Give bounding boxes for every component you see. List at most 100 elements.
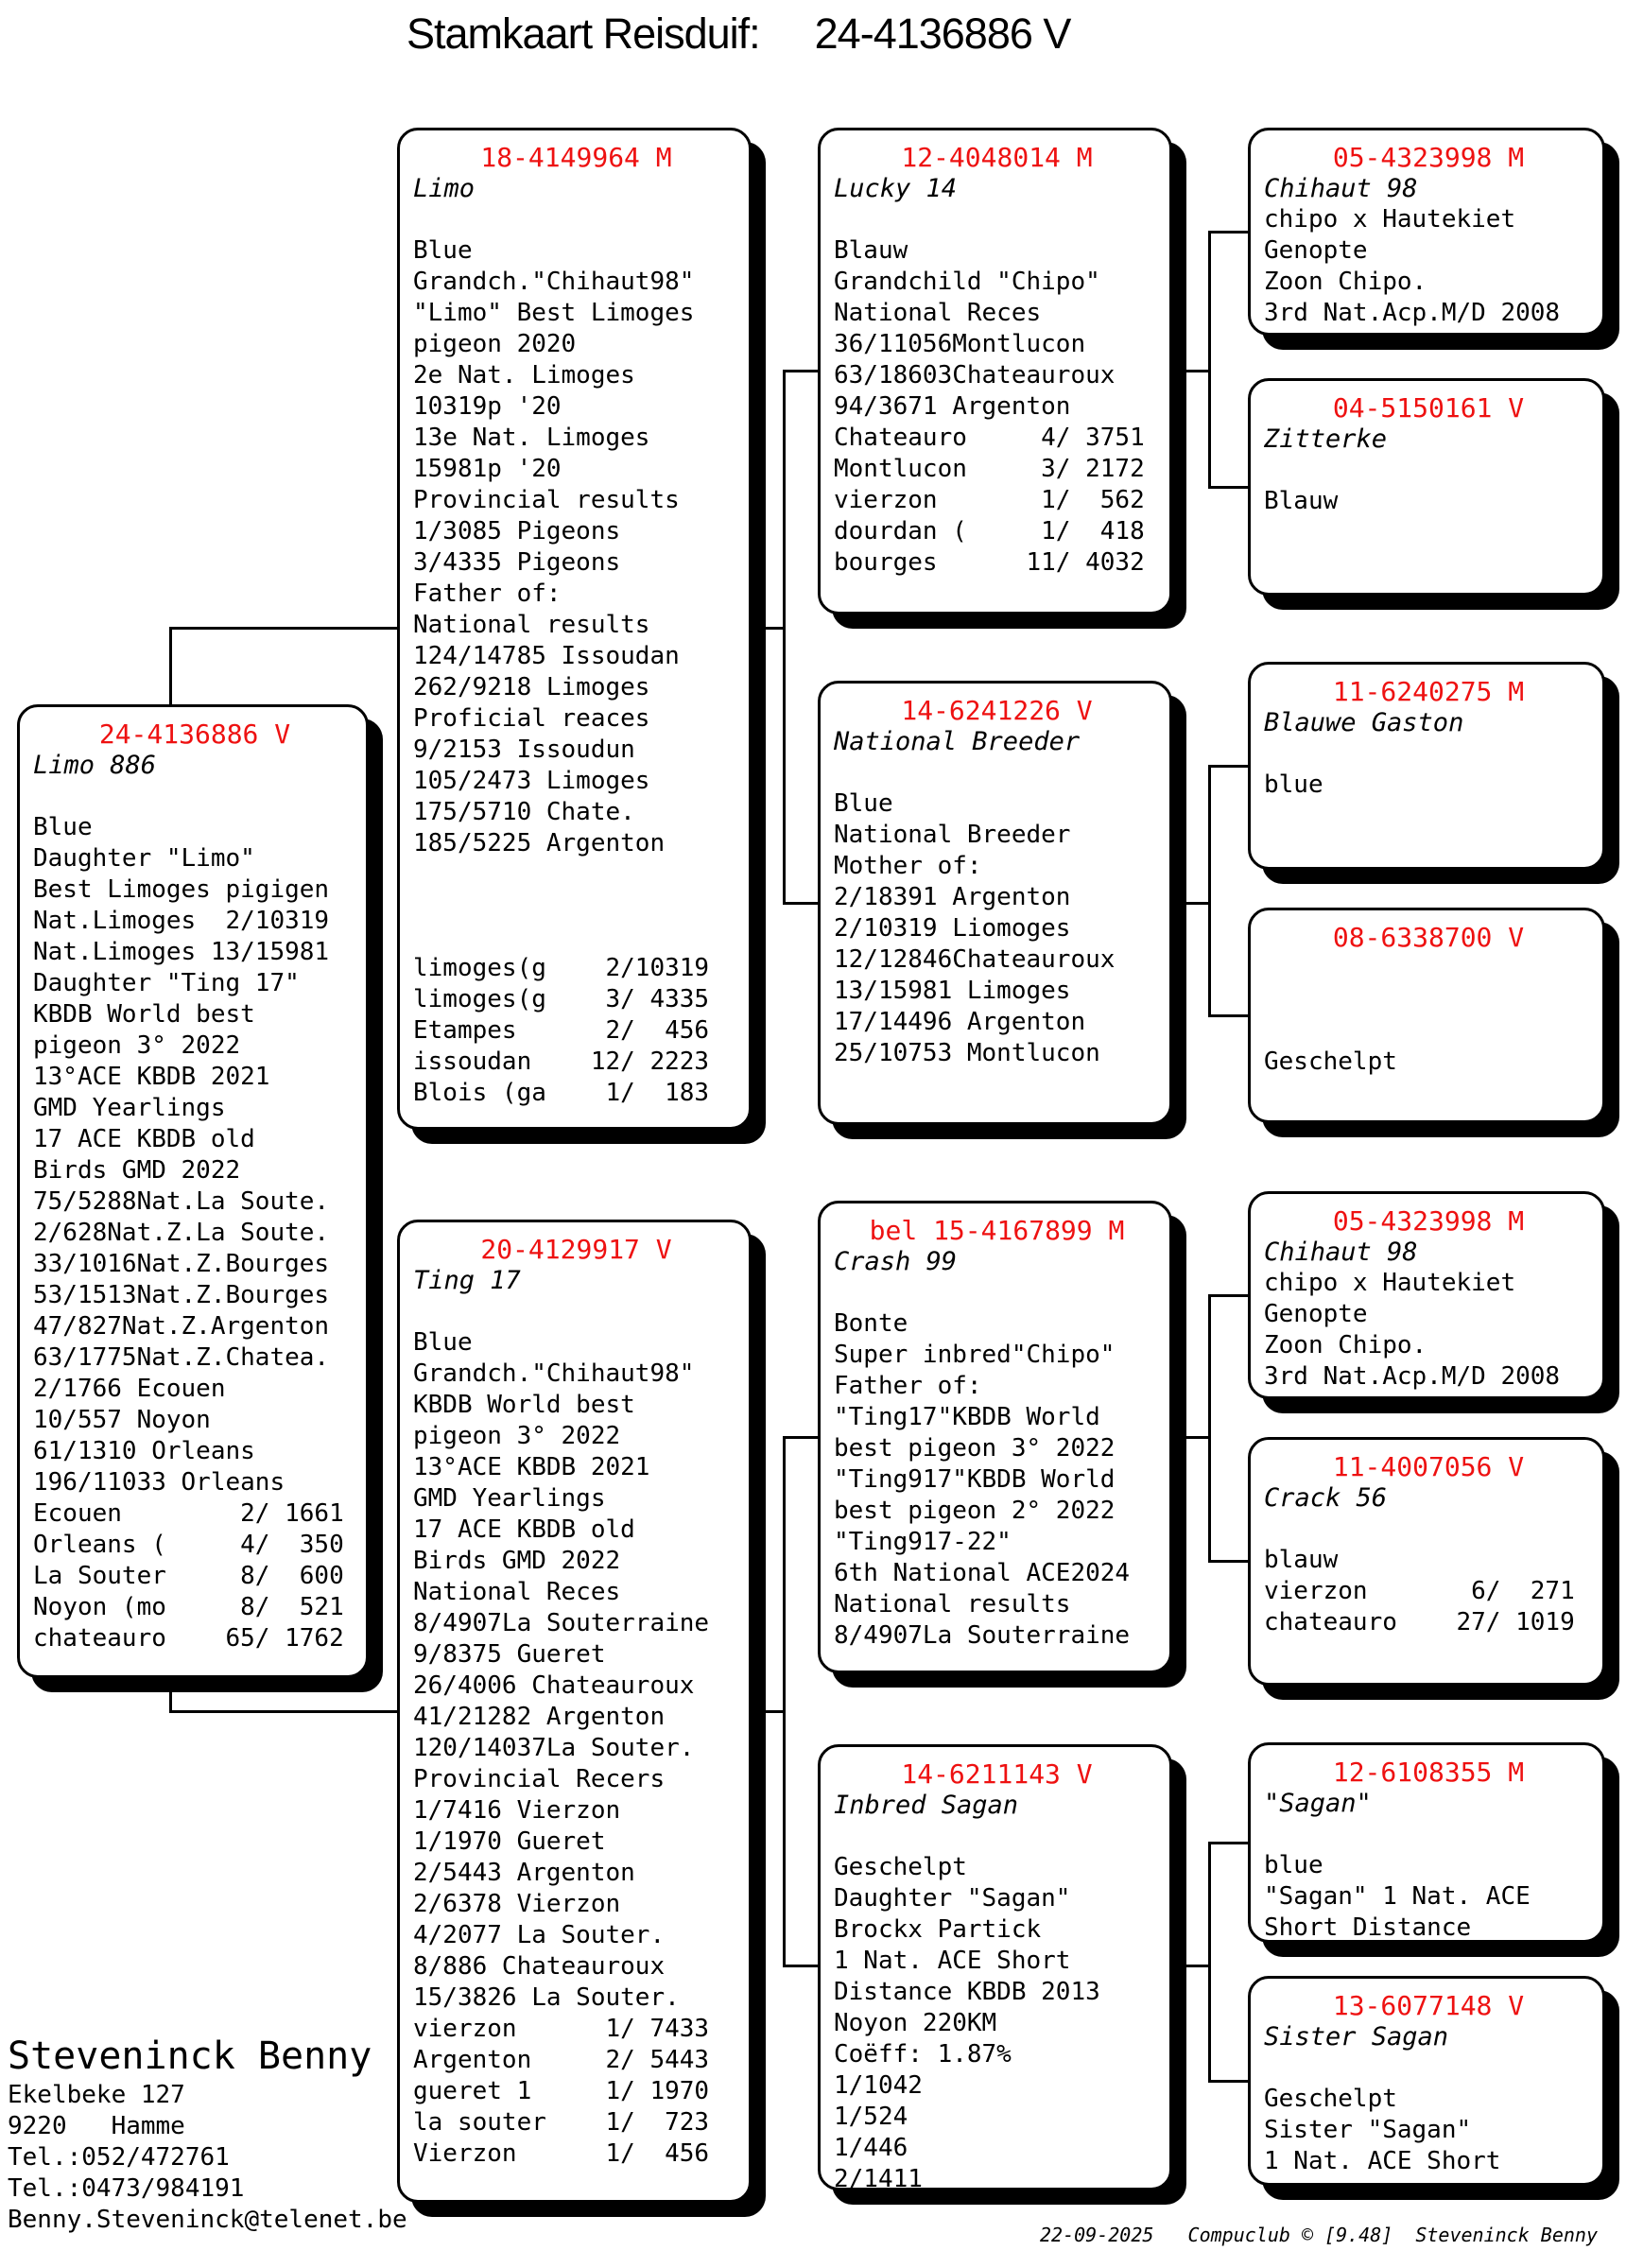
- pigeon-name: "Sagan": [1264, 1789, 1372, 1818]
- connector-line: [1208, 231, 1248, 234]
- detail-line: Ekelbeke 127: [8, 2081, 185, 2109]
- connector-line: [1208, 232, 1211, 489]
- detail-line: blauw: [1264, 1546, 1339, 1574]
- ring-number: 14-6211143 V: [901, 1758, 1093, 1790]
- ring-number: 05-4323998 M: [1332, 1205, 1525, 1237]
- detail-line: bourges 11/ 4032: [834, 548, 1145, 577]
- detail-line: 63/1775Nat.Z.Chatea.: [33, 1343, 330, 1372]
- pigeon-name: Ting 17: [413, 1266, 521, 1295]
- detail-line: 15981p '20: [413, 455, 562, 483]
- detail-line: 124/14785 Issoudan: [413, 642, 680, 670]
- ring-number: 20-4129917 V: [480, 1234, 672, 1265]
- detail-line: [413, 891, 739, 922]
- detail-line: Provincial results: [413, 486, 680, 514]
- detail-line: Argenton 2/ 5443: [413, 2046, 710, 2074]
- detail-line: "Ting917-22": [834, 1528, 1012, 1556]
- pigeon-name: Blauwe Gaston: [1264, 708, 1464, 737]
- breeder-address: Ekelbeke 127 9220 Hamme Tel.:052/472761 Tel…: [8, 2080, 407, 2236]
- detail-line: Zoon Chipo.: [1264, 1331, 1427, 1359]
- detail-line: National Reces: [413, 1578, 621, 1606]
- detail-line: Tel.:0473/984191: [8, 2174, 245, 2203]
- detail-line: Chateauro 4/ 3751: [834, 424, 1145, 452]
- detail-line: [1264, 1015, 1593, 1047]
- detail-line: Mother of:: [834, 852, 982, 880]
- detail-line: pigeon 3° 2022: [413, 1422, 621, 1450]
- detail-line: "Ting17"KBDB World: [834, 1403, 1100, 1431]
- paternal-grandsire-box: 12-4048014 M Lucky 14 Blauw Grandchild "C…: [818, 128, 1172, 615]
- detail-line: 2e Nat. Limoges: [413, 361, 635, 390]
- detail-line: [1264, 455, 1593, 486]
- detail-line: 2/1411: [834, 2165, 923, 2193]
- subject-box: 24-4136886 V Limo 886 Blue Daughter "Limo…: [17, 704, 369, 1678]
- detail-line: 105/2473 Limoges: [413, 767, 650, 795]
- detail-line: 3rd Nat.Acp.M/D 2008: [1264, 1362, 1561, 1391]
- pigeon-details: chipo x Hautekiet Genopte Zoon Chipo. 3rd N…: [1264, 204, 1593, 329]
- maternal-grandsire-box: bel 15-4167899 M Crash 99 Bonte Super inb…: [818, 1201, 1172, 1673]
- detail-line: limoges(g 3/ 4335: [413, 985, 710, 1013]
- detail-line: 17 ACE KBDB old: [413, 1515, 635, 1544]
- ring-number: 14-6241226 V: [901, 695, 1093, 726]
- detail-line: GMD Yearlings: [33, 1094, 226, 1122]
- detail-line: [1264, 984, 1593, 1015]
- detail-line: [1264, 1514, 1593, 1545]
- pigeon-name: Inbred Sagan: [834, 1791, 1019, 1820]
- pigeon-details: blauw vierzon 6/ 271 chateauro 27/ 1019: [1264, 1514, 1593, 1638]
- detail-line: 1/1970 Gueret: [413, 1827, 606, 1856]
- detail-line: Proficial reaces: [413, 704, 650, 733]
- connector-line: [1208, 765, 1248, 768]
- connector-line: [169, 627, 397, 630]
- pigeon-details: Geschelpt Sister "Sagan" 1 Nat. ACE Short: [1264, 2052, 1593, 2177]
- detail-line: 262/9218 Limoges: [413, 673, 650, 701]
- pigeon-details: chipo x Hautekiet Genopte Zoon Chipo. 3rd N…: [1264, 1268, 1593, 1393]
- detail-line: Blue: [834, 789, 893, 818]
- detail-line: "Ting917"KBDB World: [834, 1465, 1116, 1494]
- detail-line: 6th National ACE2024: [834, 1559, 1131, 1587]
- detail-line: 12/12846Chateauroux: [834, 945, 1116, 974]
- connector-line: [1208, 486, 1248, 489]
- detail-line: [834, 204, 1160, 235]
- paternal-granddam-box: 14-6241226 V National Breeder Blue Nation…: [818, 681, 1172, 1125]
- detail-line: 1/524: [834, 2103, 908, 2131]
- detail-line: [33, 781, 356, 812]
- detail-line: Vierzon 1/ 456: [413, 2139, 710, 2168]
- detail-line: Blue: [413, 236, 473, 265]
- detail-line: Geschelpt: [1264, 1047, 1397, 1076]
- detail-line: 3rd Nat.Acp.M/D 2008: [1264, 299, 1561, 327]
- detail-line: 2/628Nat.Z.La Soute.: [33, 1219, 330, 1247]
- sire-box: 18-4149964 M Limo Blue Grandch."Chihaut98…: [397, 128, 752, 1130]
- detail-line: Grandch."Chihaut98": [413, 1359, 695, 1388]
- detail-line: Provincial Recers: [413, 1765, 666, 1793]
- detail-line: [1264, 738, 1593, 770]
- detail-line: 8/4907La Souterraine: [413, 1609, 710, 1637]
- detail-line: Orleans ( 4/ 350: [33, 1531, 344, 1559]
- pigeon-name: Chihaut 98: [1264, 174, 1418, 203]
- pigeon-name: Sister Sagan: [1264, 2022, 1449, 2052]
- detail-line: Daughter "Limo": [33, 844, 255, 873]
- detail-line: Daughter "Ting 17": [33, 969, 300, 997]
- ring-number: 12-4048014 M: [901, 142, 1093, 173]
- detail-line: 2/6378 Vierzon: [413, 1890, 621, 1918]
- detail-line: Coëff: 1.87%: [834, 2040, 1012, 2069]
- detail-line: 2/1766 Ecouen: [33, 1375, 226, 1403]
- ring-number: bel 15-4167899 M: [869, 1215, 1125, 1246]
- connector-line: [1172, 370, 1210, 372]
- great-grandparent-box-2: 04-5150161 V Zitterke Blauw: [1248, 378, 1605, 596]
- breeder-name: Steveninck Benny: [8, 2034, 372, 2078]
- detail-line: [834, 1277, 1160, 1308]
- detail-line: Brockx Partick: [834, 1915, 1042, 1944]
- detail-line: National Breeder: [834, 821, 1071, 849]
- great-grandparent-box-3: 11-6240275 M Blauwe Gaston blue: [1248, 662, 1605, 870]
- great-grandparent-box-5: 05-4323998 M Chihaut 98 chipo x Hautekie…: [1248, 1191, 1605, 1399]
- pigeon-name: Limo: [413, 174, 476, 203]
- connector-line: [1172, 1436, 1210, 1439]
- detail-line: 26/4006 Chateauroux: [413, 1671, 695, 1700]
- detail-line: 13e Nat. Limoges: [413, 424, 650, 452]
- ring-number: 12-6108355 M: [1332, 1757, 1525, 1788]
- connector-line: [1208, 1843, 1211, 2083]
- detail-line: Father of:: [413, 580, 562, 608]
- great-grandparent-box-4: 08-6338700 V Geschelpt: [1248, 908, 1605, 1123]
- detail-line: 33/1016Nat.Z.Bourges: [33, 1250, 330, 1278]
- ring-number: 18-4149964 M: [480, 142, 672, 173]
- detail-line: best pigeon 3° 2022: [834, 1434, 1116, 1463]
